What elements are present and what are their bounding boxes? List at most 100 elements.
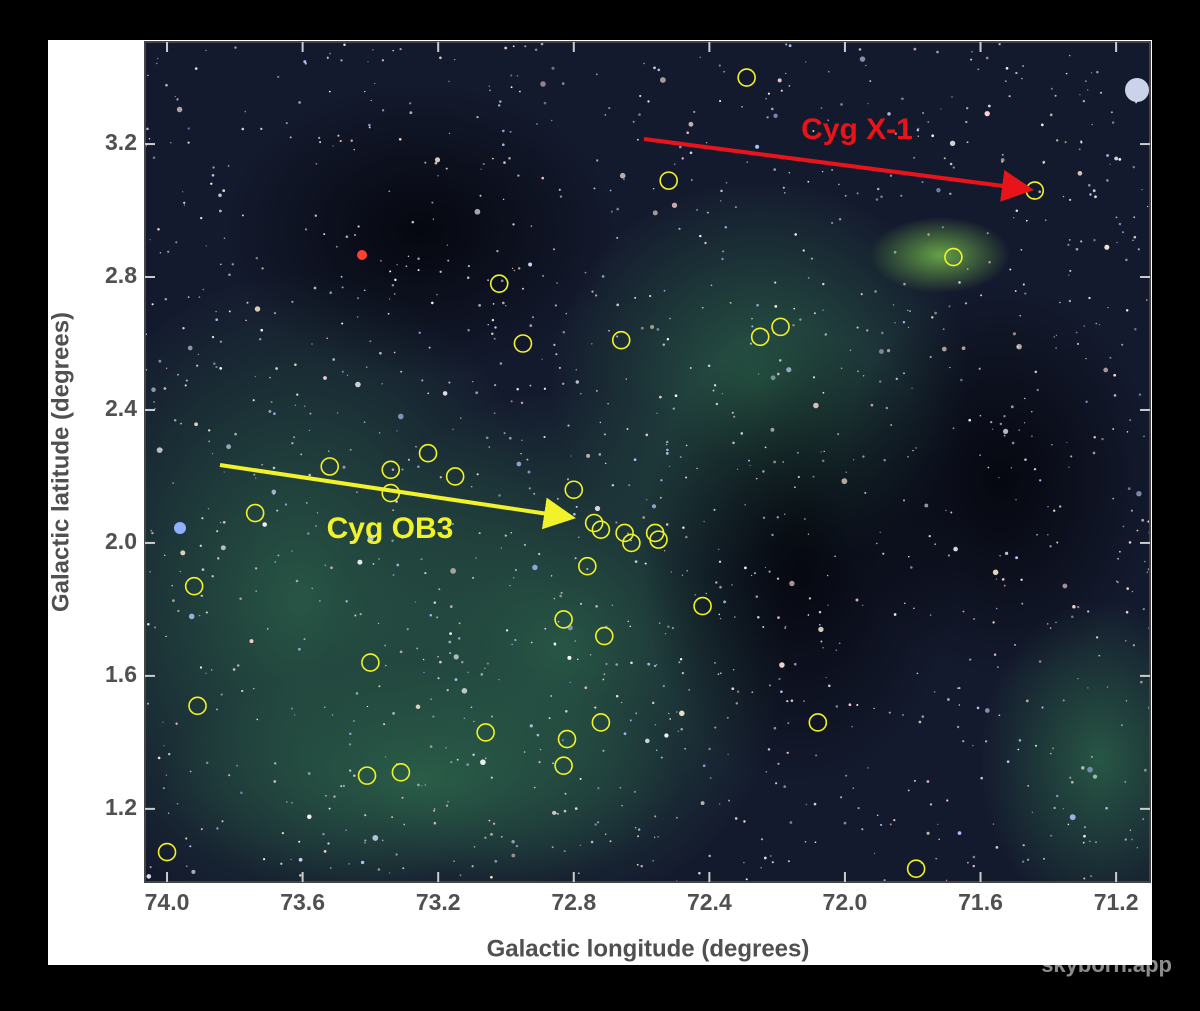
- star: [559, 594, 563, 598]
- star: [796, 451, 799, 454]
- star: [401, 796, 404, 799]
- star: [510, 86, 513, 89]
- star: [1059, 505, 1062, 508]
- star: [436, 293, 438, 296]
- star: [528, 487, 531, 490]
- star: [523, 751, 526, 753]
- star: [751, 325, 754, 328]
- star: [740, 432, 744, 435]
- star: [392, 712, 395, 715]
- star: [984, 740, 988, 743]
- star: [907, 309, 909, 312]
- star: [604, 462, 607, 465]
- star: [433, 808, 436, 810]
- star: [542, 274, 545, 277]
- star: [255, 256, 259, 260]
- star: [1124, 838, 1128, 841]
- star: [578, 536, 580, 538]
- star: [969, 658, 972, 661]
- plot-frame: [144, 41, 1151, 883]
- star: [1068, 54, 1071, 57]
- star: [294, 363, 297, 366]
- marked-star: [659, 171, 678, 190]
- star: [653, 664, 657, 668]
- star: [450, 761, 453, 764]
- star: [751, 691, 754, 694]
- star: [1095, 322, 1098, 325]
- star: [446, 688, 449, 692]
- star: [995, 578, 998, 580]
- star: [668, 712, 670, 715]
- marked-star: [184, 576, 204, 596]
- star: [388, 190, 391, 193]
- star: [771, 533, 774, 537]
- star: [659, 496, 662, 499]
- star: [1089, 193, 1092, 196]
- star: [357, 559, 363, 565]
- star: [596, 159, 599, 162]
- star: [552, 762, 554, 765]
- star: [543, 101, 547, 105]
- star: [714, 726, 717, 729]
- star: [603, 433, 606, 436]
- star: [240, 791, 243, 795]
- star: [1146, 571, 1148, 573]
- star: [432, 715, 435, 718]
- star: [719, 672, 722, 675]
- star: [510, 74, 513, 77]
- star: [858, 48, 862, 51]
- star: [637, 835, 640, 838]
- star: [562, 330, 566, 334]
- star: [389, 270, 392, 273]
- star: [990, 420, 993, 424]
- star: [734, 206, 737, 209]
- star: [718, 613, 721, 616]
- marked-star: [591, 520, 611, 539]
- star: [509, 130, 512, 133]
- star: [417, 465, 420, 468]
- star: [941, 226, 944, 229]
- star: [517, 174, 520, 177]
- star: [820, 640, 823, 643]
- star: [686, 570, 688, 572]
- star: [146, 127, 149, 131]
- star: [594, 706, 597, 709]
- star: [261, 464, 263, 466]
- star: [688, 689, 691, 691]
- star: [205, 611, 208, 614]
- star: [369, 340, 372, 343]
- star: [529, 384, 532, 387]
- star: [926, 831, 930, 835]
- star: [783, 785, 786, 788]
- star: [774, 281, 777, 284]
- star: [512, 223, 515, 226]
- star: [744, 566, 747, 570]
- star: [378, 432, 381, 434]
- star: [498, 678, 500, 681]
- star: [782, 186, 785, 189]
- star: [749, 342, 752, 345]
- star: [665, 523, 669, 526]
- star: [315, 163, 318, 165]
- star: [771, 861, 774, 864]
- star: [630, 661, 633, 665]
- x-tick-label: 71.6: [958, 889, 1003, 915]
- star: [554, 304, 557, 307]
- star: [437, 655, 439, 658]
- star: [731, 411, 734, 414]
- star: [219, 340, 222, 343]
- star: [732, 441, 735, 445]
- star: [430, 698, 432, 700]
- star: [680, 727, 683, 731]
- star: [253, 473, 256, 476]
- star: [473, 720, 475, 723]
- star: [1044, 219, 1047, 222]
- star: [205, 672, 207, 674]
- star: [303, 60, 307, 64]
- star: [340, 785, 343, 787]
- star: [453, 860, 455, 862]
- star: [676, 711, 678, 713]
- star: [219, 521, 222, 524]
- star: [574, 640, 577, 642]
- star: [1091, 123, 1093, 126]
